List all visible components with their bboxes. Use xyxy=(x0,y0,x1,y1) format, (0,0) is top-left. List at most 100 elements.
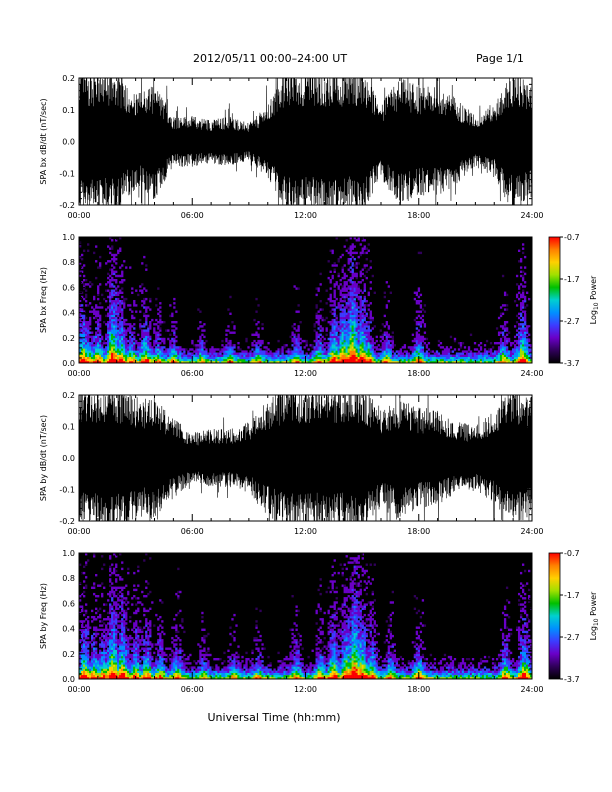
spectrogram-cell xyxy=(367,308,370,311)
spectrogram-cell xyxy=(409,354,413,357)
spectrogram-cell xyxy=(251,360,254,364)
spectrogram-cell xyxy=(115,281,118,284)
spectrogram-cell xyxy=(291,358,294,362)
spectrogram-cell xyxy=(221,350,224,353)
spectrogram-cell xyxy=(375,354,378,357)
spectrogram-cell xyxy=(109,274,112,278)
spectrogram-cell xyxy=(137,630,140,634)
spectrogram-cell xyxy=(521,291,525,294)
spectrogram-cell xyxy=(123,279,126,282)
spectrogram-cell xyxy=(521,302,525,305)
spectrogram-cell xyxy=(149,308,152,311)
spectrogram-cell xyxy=(139,360,142,364)
spectrogram-cell xyxy=(95,312,98,315)
spectrogram-cell xyxy=(419,360,423,364)
spectrogram-cell xyxy=(91,620,94,623)
spectrogram-cell xyxy=(87,643,90,646)
spectrogram-cell xyxy=(99,658,102,661)
spectrogram-cell xyxy=(203,342,206,345)
spectrogram-cell xyxy=(147,342,150,345)
spectrogram-cell xyxy=(131,339,134,343)
spectrogram-cell xyxy=(97,660,100,663)
spectrogram-cell xyxy=(135,624,138,627)
spectrogram-cell xyxy=(417,323,421,326)
spectrogram-cell xyxy=(139,666,142,669)
spectrogram-cell xyxy=(199,310,202,313)
spectrogram-cell xyxy=(133,354,136,357)
spectrogram-cell xyxy=(457,352,461,355)
spectrogram-cell xyxy=(143,312,146,315)
spectrogram-cell xyxy=(397,354,400,357)
spectrogram-cell xyxy=(103,670,106,673)
x-tick-label: 24:00 xyxy=(520,527,543,536)
spectrogram-cell xyxy=(411,354,415,357)
spectrogram-cell xyxy=(435,352,439,355)
spectrogram-cell xyxy=(137,668,140,671)
spectrogram-cell xyxy=(513,354,517,357)
spectrogram-cell xyxy=(523,354,527,357)
spectrogram-cell xyxy=(83,352,86,355)
spectrogram-cell xyxy=(103,649,106,652)
spectrogram-cell xyxy=(311,356,314,360)
spectrogram-cell xyxy=(137,356,140,360)
spectrogram-cell xyxy=(295,310,298,313)
spectrogram-cell xyxy=(159,653,162,657)
spectrogram-cell xyxy=(341,304,344,307)
spectrogram-cell xyxy=(151,360,154,364)
spectrogram-cell xyxy=(359,304,362,307)
spectrogram-cell xyxy=(413,352,417,355)
spectrogram-cell xyxy=(87,335,90,339)
spectrogram-cell xyxy=(329,350,332,353)
spectrogram-cell xyxy=(319,350,322,353)
spectrogram-cell xyxy=(339,321,342,324)
spectrogram-cell xyxy=(337,350,340,353)
spectrogram-cell xyxy=(119,300,122,303)
spectrogram-cell xyxy=(511,342,515,345)
spectrogram-cell xyxy=(185,360,188,364)
spectrogram-cell xyxy=(159,632,162,636)
spectrogram-cell xyxy=(315,304,318,307)
spectrogram-cell xyxy=(447,354,451,357)
spectrogram-cell xyxy=(343,339,346,343)
spectrogram-cell xyxy=(111,289,114,292)
spectrogram-cell xyxy=(387,300,390,303)
spectrogram-cell xyxy=(99,613,102,617)
spectrogram-cell xyxy=(341,344,344,347)
spectrogram-cell xyxy=(315,337,318,341)
spectrogram-cell xyxy=(291,350,294,353)
spectrogram-cell xyxy=(119,321,122,324)
spectrogram-cell xyxy=(355,274,358,278)
spectrogram-cell xyxy=(131,655,134,659)
spectrogram-cell xyxy=(349,249,352,252)
spectrogram-cell xyxy=(199,339,202,343)
spectrogram-cell xyxy=(489,358,493,362)
spectrogram-cell xyxy=(155,666,158,669)
spectrogram-cell xyxy=(503,350,507,353)
spectrogram-cell xyxy=(257,335,260,339)
spectrogram-cell xyxy=(363,287,366,290)
spectrogram-cell xyxy=(369,318,372,322)
spectrogram-cell xyxy=(99,318,102,322)
spectrogram-cell xyxy=(189,360,192,364)
spectrogram-cell xyxy=(383,333,386,336)
spectrogram-cell xyxy=(137,672,140,676)
spectrogram-cell xyxy=(515,358,519,362)
spectrogram-cell xyxy=(215,358,218,362)
spectrogram-cell xyxy=(467,360,471,364)
spectrogram-cell xyxy=(523,329,527,332)
spectrogram-cell xyxy=(415,358,419,362)
spectrogram-cell xyxy=(149,628,152,631)
spectrogram-cell xyxy=(415,354,419,357)
spectrogram-cell xyxy=(115,304,118,307)
spectrogram-cell xyxy=(131,325,134,328)
spectrogram-cell xyxy=(523,266,527,269)
spectrogram-cell xyxy=(367,360,370,364)
spectrogram-cell xyxy=(327,344,330,347)
spectrogram-cell xyxy=(175,339,178,343)
spectrogram-cell xyxy=(129,335,132,339)
spectrogram-cell xyxy=(79,310,82,313)
spectrogram-cell xyxy=(157,327,160,330)
spectrogram-cell xyxy=(223,346,226,349)
spectrogram-cell xyxy=(475,348,479,351)
spectrogram-cell xyxy=(373,356,376,360)
